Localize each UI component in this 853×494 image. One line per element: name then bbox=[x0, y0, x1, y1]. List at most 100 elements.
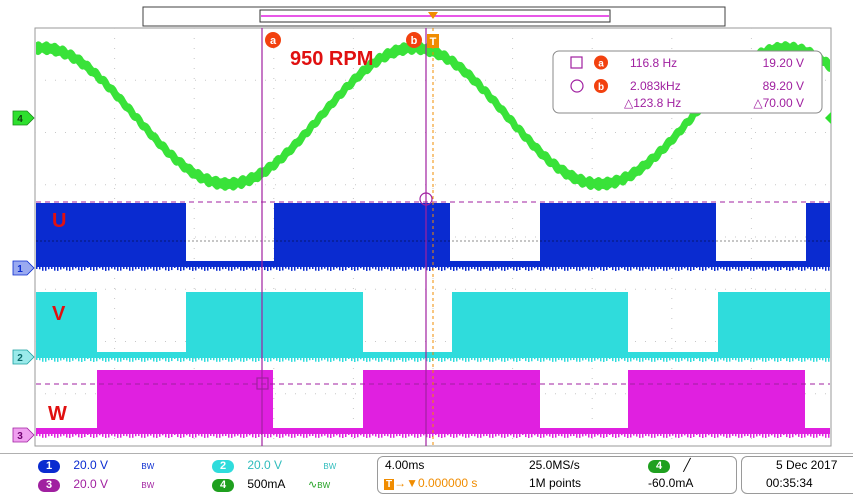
ch3-waveform-noise bbox=[249, 434, 251, 436]
ch3-waveform-noise bbox=[456, 434, 458, 438]
ch2-waveform-noise bbox=[588, 358, 590, 362]
ch4-setting[interactable]: 4 500mA ∿BW bbox=[212, 477, 330, 492]
ch4-trigger-level-marker[interactable] bbox=[825, 112, 831, 124]
ch2-waveform-noise bbox=[705, 358, 707, 362]
ch1-waveform-noise bbox=[51, 267, 53, 269]
readout-marker-b-icon bbox=[594, 79, 608, 93]
ch3-waveform-noise bbox=[603, 434, 605, 438]
ch2-waveform-noise bbox=[561, 358, 563, 361]
ch2-waveform-noise bbox=[39, 358, 41, 361]
ch3-waveform-noise bbox=[423, 434, 425, 436]
phase-label-v: V bbox=[52, 303, 66, 325]
ch2-waveform-noise bbox=[135, 358, 137, 361]
ch1-waveform-noise bbox=[237, 267, 239, 269]
ch2-waveform-noise bbox=[786, 358, 788, 362]
cursor-a-square bbox=[256, 377, 269, 390]
ch2-waveform-noise bbox=[762, 358, 764, 362]
ch3-waveform-noise bbox=[273, 434, 275, 436]
ch2-waveform-noise bbox=[711, 358, 713, 361]
ch3-waveform-noise bbox=[342, 434, 344, 438]
ch1-bw-icon: BW bbox=[141, 462, 155, 471]
ch2-waveform-noise bbox=[594, 358, 596, 361]
ch3-waveform-noise bbox=[204, 434, 206, 438]
ch1-waveform-noise bbox=[369, 267, 371, 271]
ch1-waveform-noise bbox=[567, 267, 569, 271]
ch2-waveform-noise bbox=[528, 358, 530, 362]
ch1-waveform-noise bbox=[474, 267, 476, 270]
ch3-waveform-noise bbox=[570, 434, 572, 437]
ch3-waveform-noise bbox=[366, 434, 368, 438]
ch1-waveform-noise bbox=[339, 267, 341, 271]
ch1-waveform-noise bbox=[498, 267, 500, 269]
ch3-waveform-noise bbox=[747, 434, 749, 437]
ch2-waveform-noise bbox=[54, 358, 56, 362]
ch1-waveform-noise bbox=[282, 267, 284, 271]
ch1-waveform-noise bbox=[720, 267, 722, 269]
ch2-waveform-noise bbox=[678, 358, 680, 362]
svg-text:4: 4 bbox=[17, 114, 23, 125]
ch2-waveform-noise bbox=[531, 358, 533, 362]
ch3-waveform-noise bbox=[336, 434, 338, 436]
cursor-a-marker[interactable]: a bbox=[265, 32, 281, 48]
ch2-setting[interactable]: 2 20.0 V BW bbox=[212, 458, 336, 473]
ch1-waveform-noise bbox=[90, 267, 92, 271]
ch1-waveform-noise bbox=[294, 267, 296, 271]
ch2-waveform-noise bbox=[780, 358, 782, 362]
ch2-waveform-noise bbox=[699, 358, 701, 362]
ch2-waveform-noise bbox=[357, 358, 359, 362]
ch3-waveform-noise bbox=[333, 434, 335, 437]
ch2-waveform-noise bbox=[516, 358, 518, 362]
ch1-waveform-noise bbox=[630, 267, 632, 271]
ch3-waveform-noise bbox=[219, 434, 221, 438]
ch2-waveform-noise bbox=[615, 358, 617, 362]
ch3-waveform-noise bbox=[147, 434, 149, 437]
ch2-waveform-noise bbox=[693, 358, 695, 362]
ch2-waveform-pulse bbox=[718, 292, 830, 356]
ch3-waveform-noise bbox=[123, 434, 125, 436]
ch3-ground-marker[interactable]: 3 bbox=[12, 427, 35, 443]
ch3-waveform-noise bbox=[159, 434, 161, 437]
ch3-setting[interactable]: 3 20.0 V BW bbox=[38, 477, 154, 492]
ch1-waveform-noise bbox=[174, 267, 176, 269]
ch1-waveform-noise bbox=[291, 267, 293, 271]
ch2-waveform-noise bbox=[465, 358, 467, 362]
ch2-waveform-noise bbox=[222, 358, 224, 361]
ch2-waveform-noise bbox=[258, 358, 260, 362]
ch2-waveform-noise bbox=[603, 358, 605, 362]
ch1-waveform-noise bbox=[309, 267, 311, 270]
ch3-waveform-noise bbox=[516, 434, 518, 438]
ch2-waveform-noise bbox=[501, 358, 503, 362]
ch2-waveform-noise bbox=[153, 358, 155, 362]
ch2-waveform-noise bbox=[225, 358, 227, 360]
svg-text:1: 1 bbox=[17, 264, 23, 275]
ch2-waveform-noise bbox=[57, 358, 59, 362]
ch2-waveform-noise bbox=[213, 358, 215, 361]
ch3-waveform-noise bbox=[324, 434, 326, 436]
ch3-waveform-noise bbox=[828, 434, 830, 438]
ch2-waveform-noise bbox=[45, 358, 47, 362]
ch2-waveform-noise bbox=[771, 358, 773, 360]
ch4-ground-marker[interactable]: 4 bbox=[12, 110, 35, 126]
ch3-waveform-noise bbox=[225, 434, 227, 436]
ch1-waveform-noise bbox=[63, 267, 65, 269]
ch3-waveform-noise bbox=[693, 434, 695, 438]
ch1-ground-marker[interactable]: 1 bbox=[12, 260, 35, 276]
cursor-b-marker[interactable]: b bbox=[406, 32, 422, 48]
ch1-waveform-noise bbox=[42, 267, 44, 271]
ch1-waveform-noise bbox=[423, 267, 425, 269]
ch2-waveform-noise bbox=[633, 358, 635, 360]
ch3-waveform-noise bbox=[645, 434, 647, 436]
ch1-waveform-noise bbox=[78, 267, 80, 271]
ch1-waveform-noise bbox=[453, 267, 455, 271]
ch3-waveform-noise bbox=[39, 434, 41, 437]
ch3-waveform-noise bbox=[447, 434, 449, 436]
ch3-waveform-noise bbox=[69, 434, 71, 438]
trigger-position-marker[interactable]: T bbox=[427, 12, 439, 48]
ch1-waveform-noise bbox=[429, 267, 431, 271]
ch1-waveform-noise bbox=[798, 267, 800, 270]
ch3-waveform-noise bbox=[597, 434, 599, 436]
ch2-waveform-noise bbox=[192, 358, 194, 362]
ch1-setting[interactable]: 1 20.0 V BW bbox=[38, 458, 154, 473]
ch2-ground-marker[interactable]: 2 bbox=[12, 349, 35, 365]
ch1-waveform-noise bbox=[690, 267, 692, 271]
